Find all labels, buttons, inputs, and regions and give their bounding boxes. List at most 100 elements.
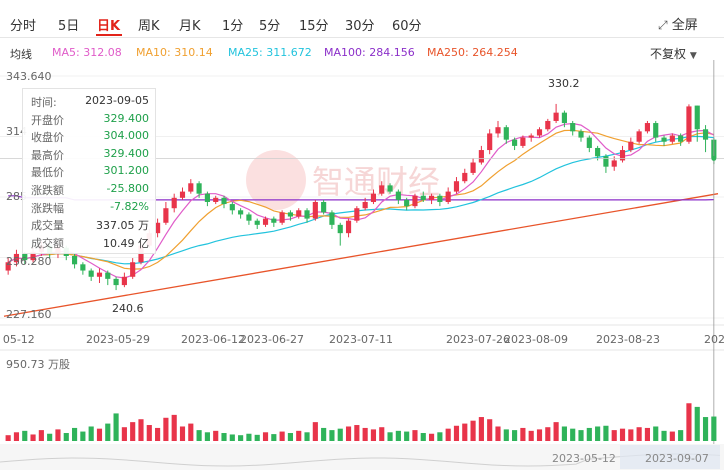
x-axis-label-7: 2023-08-23	[596, 333, 660, 346]
tab-0[interactable]: 分时	[10, 19, 37, 34]
x-axis-label-1: 2023-05-29	[86, 333, 150, 346]
ma-value: 310.14	[174, 46, 213, 59]
candle-body	[71, 256, 78, 265]
ma10-line	[7, 129, 714, 270]
candle-body	[254, 220, 260, 225]
tooltip-label: 最低价	[31, 166, 64, 180]
chevron-down-icon: ▼	[689, 51, 697, 61]
volume-bar	[487, 419, 493, 441]
volume-bar	[628, 429, 634, 441]
x-axis-label-8: 2023-0	[704, 333, 724, 346]
tab-9[interactable]: 60分	[392, 19, 422, 34]
candle-body	[213, 197, 219, 202]
ma250-line	[3, 193, 719, 317]
tooltip-row: 成交量 337.05 万	[31, 217, 149, 234]
volume-bar	[312, 422, 318, 441]
candle-body	[121, 276, 127, 286]
candle-body	[387, 185, 393, 192]
tooltip-value: 337.05 万	[96, 219, 149, 233]
candle-body	[246, 214, 252, 221]
candle-body	[428, 195, 435, 200]
tooltip-value: 329.400	[103, 146, 150, 160]
volume-bar	[196, 430, 202, 441]
volume-bar	[362, 427, 368, 441]
volume-bar	[503, 429, 509, 441]
ma25-line	[7, 135, 714, 265]
volume-bar	[553, 422, 559, 441]
tab-3[interactable]: 周K	[138, 19, 160, 34]
volume-bar	[619, 428, 626, 441]
y-axis-label-3: 285	[6, 190, 27, 203]
volume-bar	[337, 428, 343, 441]
adjust-select[interactable]: 不复权 ▼	[650, 45, 697, 62]
candle-body	[229, 204, 235, 211]
tooltip-value: 2023-09-05	[85, 94, 149, 107]
y-axis-label-4: 256.280	[6, 255, 52, 268]
volume-bar	[171, 414, 177, 441]
tooltip-value: 329.400	[103, 111, 150, 125]
candle-body	[520, 137, 526, 146]
candle-body	[669, 135, 675, 142]
volume-bar	[379, 427, 385, 441]
fullscreen-button[interactable]: ⤢ 全屏	[658, 14, 698, 33]
scroll-start-label: 2023-05-12	[552, 452, 616, 465]
y-axis-label-min: 227.160	[6, 308, 52, 321]
candle-body	[262, 218, 269, 225]
volume-bar	[636, 427, 642, 441]
candle-body	[179, 191, 186, 198]
volume-bar	[88, 426, 94, 441]
x-axis-label-3: 2023-06-27	[240, 333, 304, 346]
volume-bar	[669, 431, 675, 441]
candle-body	[412, 195, 418, 207]
candle-body	[221, 197, 227, 205]
candle-body	[512, 139, 518, 146]
candle-body	[204, 193, 210, 202]
volume-bar	[179, 426, 186, 441]
tooltip-label: 开盘价	[31, 113, 64, 127]
candle-body	[130, 262, 136, 277]
tab-5[interactable]: 1分	[222, 19, 244, 34]
volume-bar	[262, 432, 269, 441]
tab-6[interactable]: 5分	[259, 19, 281, 34]
candle-body	[586, 137, 592, 148]
volume-bar	[445, 428, 451, 441]
candle-body	[163, 208, 169, 223]
volume-bar	[71, 427, 78, 441]
candle-body	[470, 162, 476, 173]
candle-body	[437, 195, 443, 202]
candle-body	[462, 172, 468, 182]
tab-2[interactable]: 日K	[97, 19, 121, 34]
tooltip-label: 涨跌幅	[31, 201, 64, 215]
candle-body	[619, 150, 626, 161]
ma-value: 264.254	[472, 46, 518, 59]
ma-label: MA5:	[52, 46, 84, 59]
x-axis-label-2: 2023-06-12	[181, 333, 245, 346]
candle-body	[113, 278, 119, 286]
candle-body	[337, 224, 343, 234]
tab-1[interactable]: 5日	[58, 19, 80, 34]
candle-body	[420, 195, 426, 200]
candle-body	[287, 212, 294, 217]
range-sparkline	[0, 453, 721, 467]
candle-body	[553, 112, 559, 121]
ma-item-2: MA25: 311.672	[228, 46, 312, 59]
volume-bar	[354, 425, 360, 441]
volume-bar	[130, 422, 136, 441]
tab-4[interactable]: 月K	[179, 19, 201, 34]
ma-item-4: MA250: 264.254	[427, 46, 518, 59]
fullscreen-label: 全屏	[671, 18, 698, 33]
candle-body	[561, 112, 567, 124]
x-axis-label-4: 2023-07-11	[329, 333, 393, 346]
candle-body	[678, 135, 684, 142]
tab-8[interactable]: 30分	[345, 19, 375, 34]
candle-body	[395, 191, 401, 200]
volume-bar	[321, 427, 327, 441]
tooltip-label: 成交量	[31, 219, 64, 233]
tooltip-label: 成交额	[31, 236, 64, 250]
low-price-label: 240.6	[112, 302, 144, 315]
volume-bar	[520, 427, 526, 441]
candle-body	[686, 106, 692, 142]
tab-7[interactable]: 15分	[299, 19, 329, 34]
volume-bar	[570, 428, 576, 441]
